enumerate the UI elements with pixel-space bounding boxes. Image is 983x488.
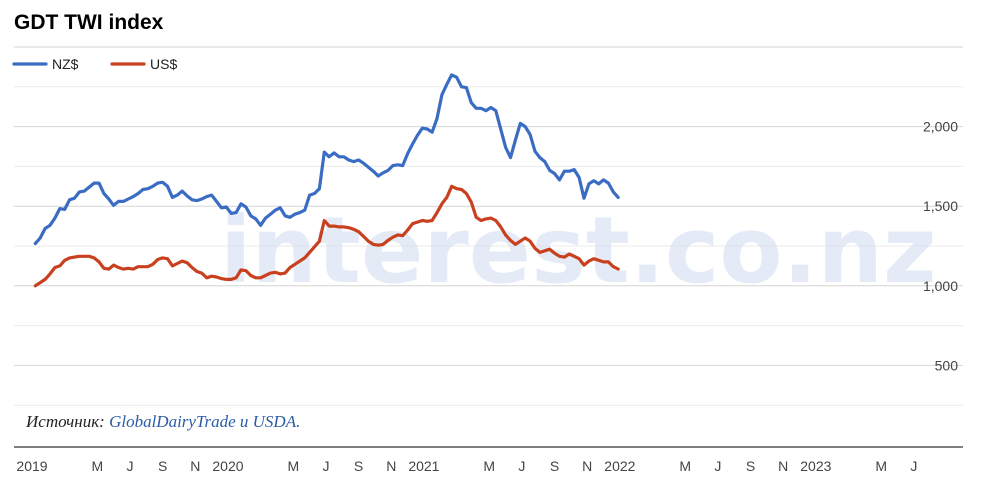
x-tick-label: N bbox=[778, 458, 788, 474]
chart-series[interactable] bbox=[33, 73, 620, 288]
x-tick-label: N bbox=[190, 458, 200, 474]
x-tick-label: M bbox=[679, 458, 691, 474]
y-tick-label: 2,000 bbox=[923, 119, 958, 135]
x-tick-label: M bbox=[875, 458, 887, 474]
y-tick-label: 1,500 bbox=[923, 198, 958, 214]
legend-item-nz[interactable]: NZ$ bbox=[12, 56, 79, 72]
x-tick-label: N bbox=[386, 458, 396, 474]
source-label: Источник: bbox=[25, 412, 109, 431]
x-tick-label: M bbox=[91, 458, 103, 474]
legend-label: US$ bbox=[150, 56, 177, 72]
x-tick-label: 2022 bbox=[604, 458, 635, 474]
x-tick-label: N bbox=[582, 458, 592, 474]
x-tick-label: M bbox=[483, 458, 495, 474]
y-tick-label: 1,000 bbox=[923, 278, 958, 294]
legend-item-us[interactable]: US$ bbox=[110, 56, 177, 72]
x-tick-label: 2023 bbox=[800, 458, 831, 474]
y-tick-label: 500 bbox=[935, 357, 959, 373]
chart-title: GDT TWI index bbox=[14, 11, 164, 34]
x-tick-label: 2019 bbox=[16, 458, 47, 474]
x-tick-label: 2020 bbox=[212, 458, 243, 474]
source-caption: Источник: GlobalDairyTrade и USDA. bbox=[25, 412, 300, 431]
x-tick-label: J bbox=[518, 458, 525, 474]
chart-gridlines bbox=[14, 46, 963, 406]
x-tick-label: M bbox=[287, 458, 299, 474]
source-link[interactable]: GlobalDairyTrade и USDA. bbox=[109, 412, 300, 431]
chart-legend[interactable]: NZ$ US$ bbox=[12, 56, 177, 72]
x-axis-ticks: 2019 M J S N 2020 M J S N 2021 M J S N 2022 M J S N 2023 M J bbox=[16, 458, 917, 474]
watermark-logo: interest.co.nz bbox=[220, 197, 937, 304]
x-tick-label: J bbox=[322, 458, 329, 474]
x-tick-label: J bbox=[714, 458, 721, 474]
y-axis-ticks: 500 1,000 1,500 2,000 bbox=[923, 119, 958, 374]
x-tick-label: S bbox=[746, 458, 755, 474]
series-line-nz[interactable] bbox=[33, 73, 620, 246]
x-tick-label: S bbox=[158, 458, 167, 474]
x-tick-label: S bbox=[354, 458, 363, 474]
svg-text:Источник: GlobalDairyTrade и U: Источник: GlobalDairyTrade и USDA. bbox=[25, 412, 300, 431]
x-tick-label: S bbox=[550, 458, 559, 474]
x-tick-label: 2021 bbox=[408, 458, 439, 474]
series-line-us[interactable] bbox=[33, 184, 620, 288]
x-tick-label: J bbox=[910, 458, 917, 474]
legend-label: NZ$ bbox=[52, 56, 79, 72]
x-tick-label: J bbox=[126, 458, 133, 474]
